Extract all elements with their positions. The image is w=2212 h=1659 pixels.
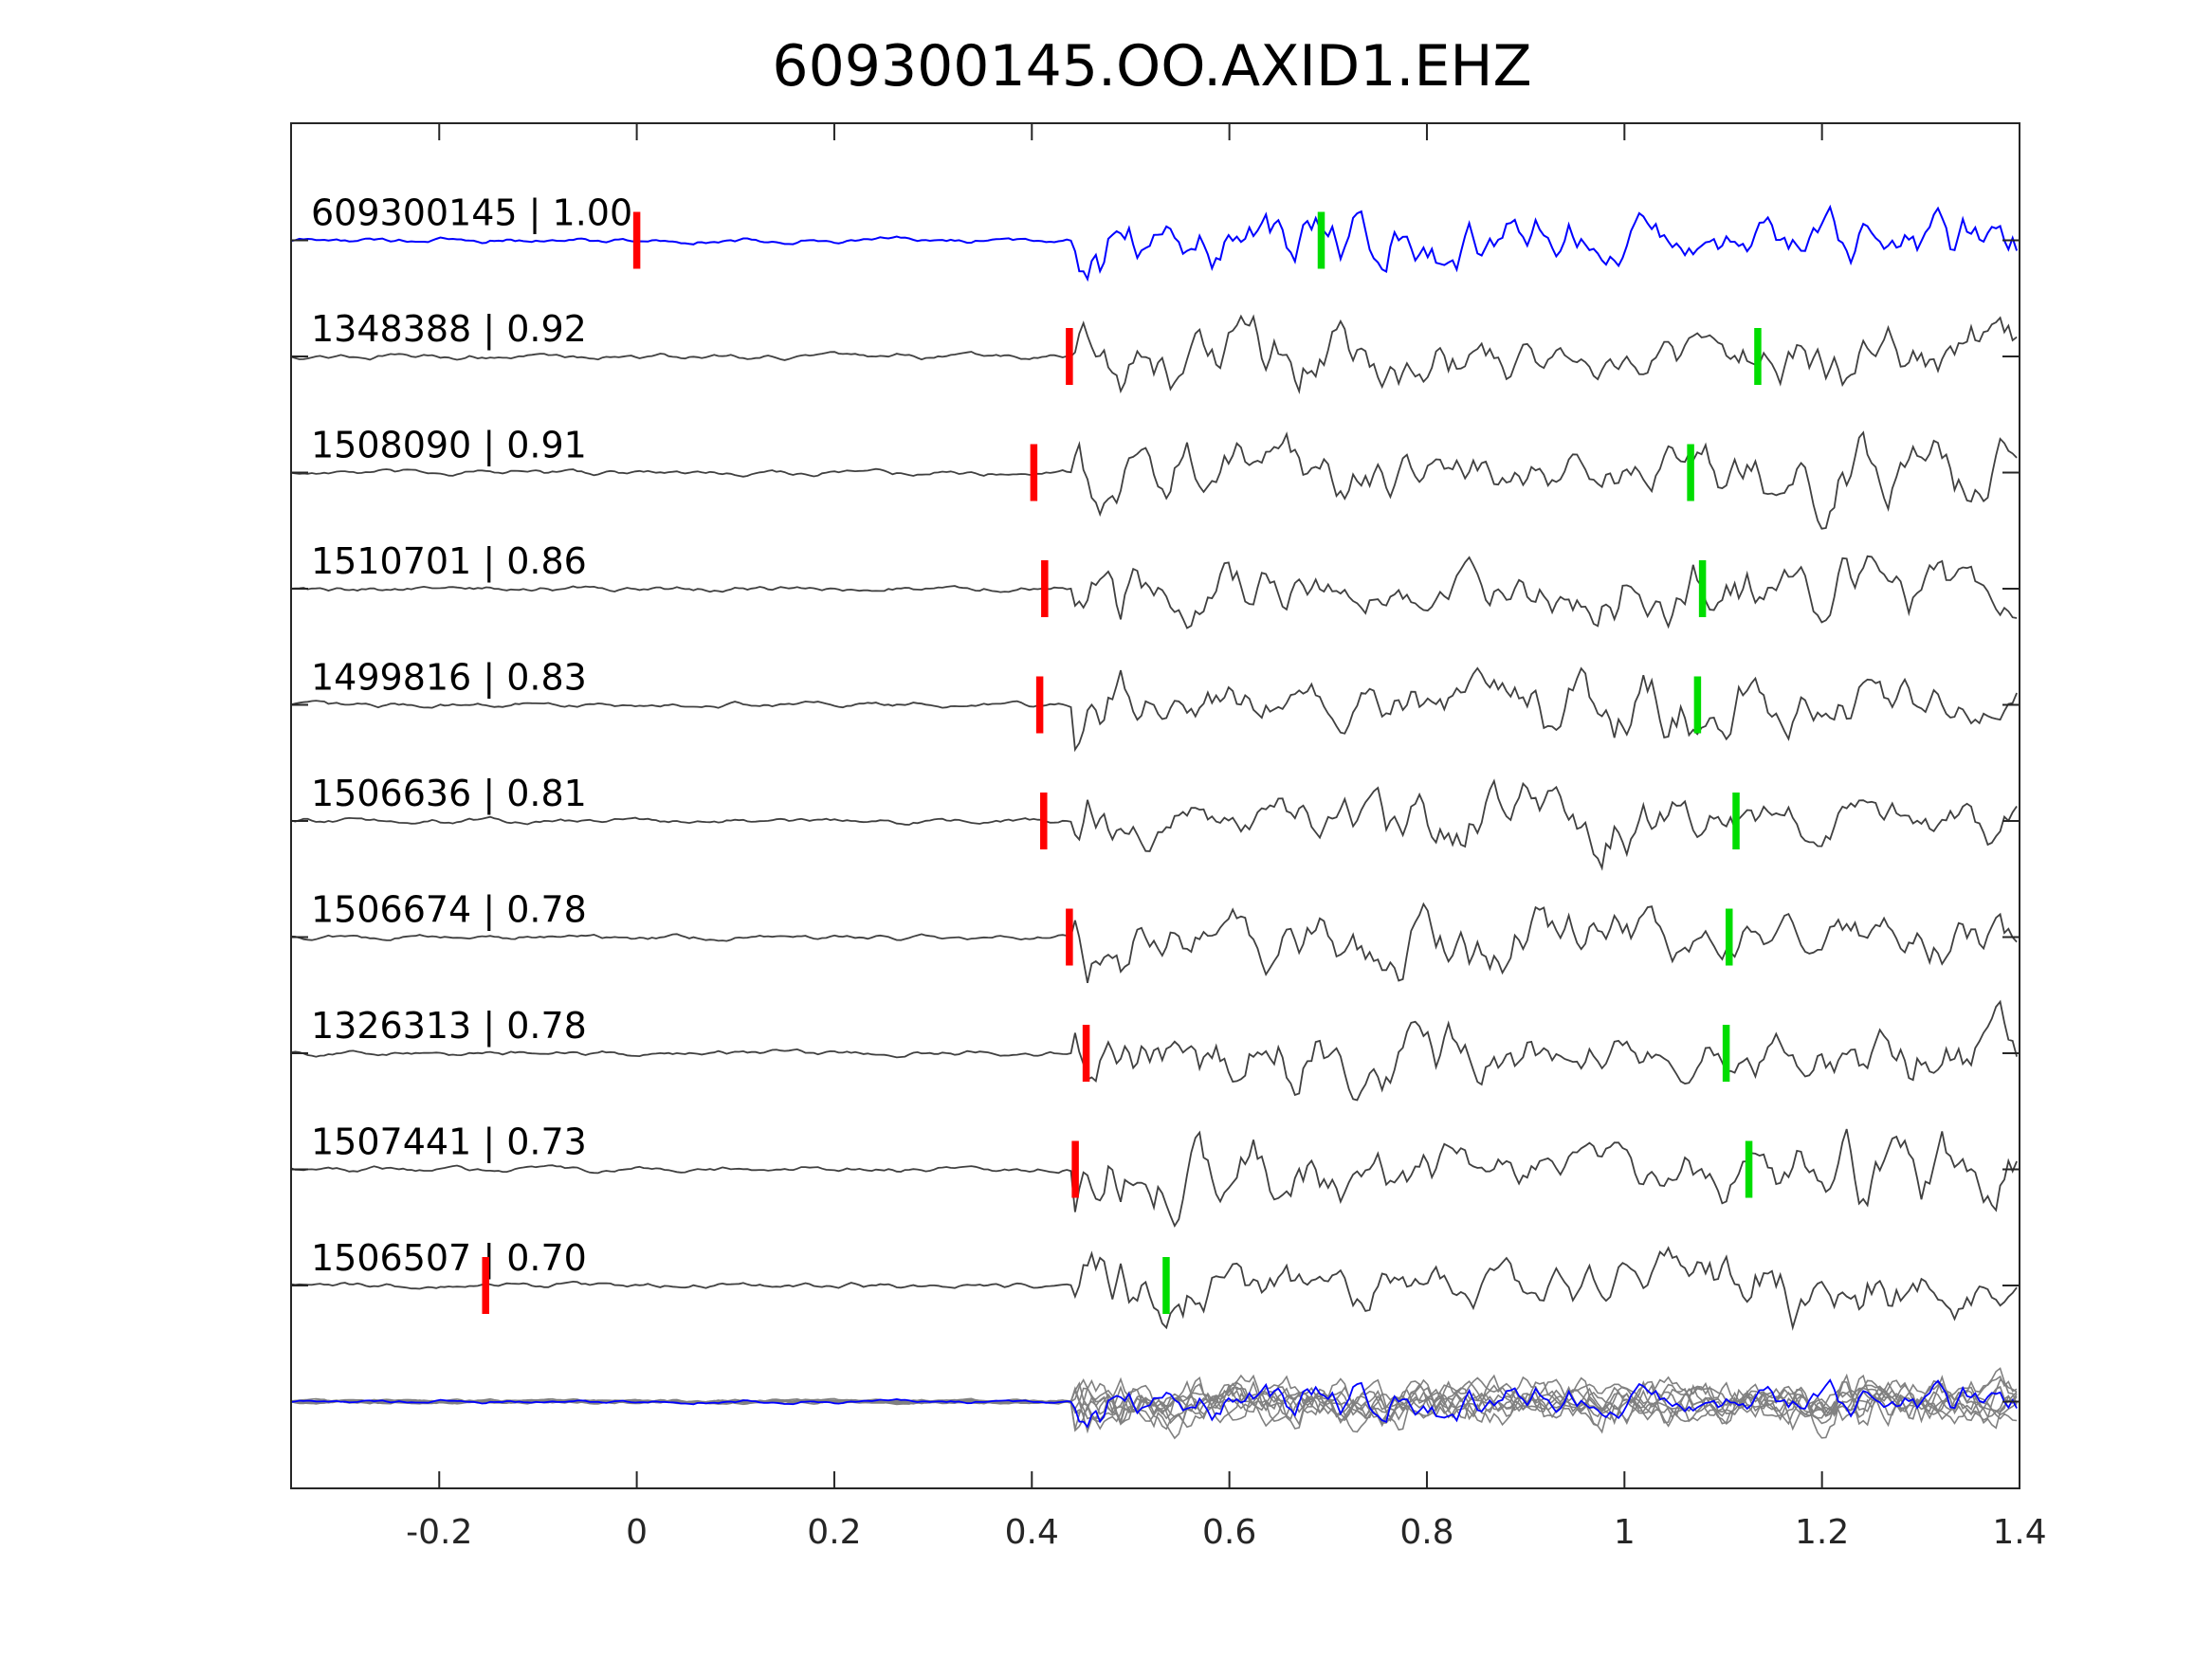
trace-4: 1499816 | 0.83 (290, 657, 2020, 753)
trace-label: 1348388 | 0.92 (311, 308, 587, 351)
x-axis: -0.2 0 0.2 0.4 0.6 0.8 1 1.2 1.4 (406, 123, 2047, 1552)
trace-label: 609300145 | 1.00 (311, 192, 632, 235)
x-tick-label: 0.4 (1005, 1513, 1059, 1552)
stack-template-waveform (290, 1378, 2018, 1429)
x-tick-label: -0.2 (406, 1513, 472, 1552)
trace-2: 1508090 | 0.91 (290, 425, 2020, 530)
trace-6: 1506674 | 0.78 (290, 889, 2020, 983)
waveform-line (290, 1246, 2018, 1331)
waveform-line (290, 666, 2018, 753)
x-tick-label: 1.2 (1795, 1513, 1849, 1552)
waveform-line (290, 1128, 2018, 1229)
x-tick-label: 0.8 (1399, 1513, 1453, 1552)
plot-area: 609300145 | 1.00 1348388 | 0.92 1508090 | … (290, 192, 2020, 1440)
trace-8: 1507441 | 0.73 (290, 1121, 2020, 1229)
trace-7: 1326313 | 0.78 (290, 999, 2020, 1102)
x-tick-label: 0 (626, 1513, 648, 1552)
chart-title: 609300145.OO.AXID1.EHZ (772, 33, 1531, 100)
trace-label: 1507441 | 0.73 (311, 1121, 587, 1164)
trace-label: 1326313 | 0.78 (311, 1005, 587, 1048)
x-tick-label: 1.4 (1992, 1513, 2046, 1552)
trace-label: 1508090 | 0.91 (311, 425, 587, 467)
axes-box (290, 122, 2020, 1489)
trace-1: 1348388 | 0.92 (290, 308, 2020, 395)
trace-label: 1510701 | 0.86 (311, 540, 587, 583)
waveform-line (290, 204, 2019, 283)
trace-3: 1510701 | 0.86 (290, 540, 2020, 629)
trace-0: 609300145 | 1.00 (290, 192, 2020, 283)
waveform-line (290, 314, 2018, 395)
trace-label: 1506674 | 0.78 (311, 889, 587, 932)
x-tick-label: 0.2 (807, 1513, 861, 1552)
stack-waveform (290, 1376, 2018, 1432)
trace-9: 1506507 | 0.70 (290, 1237, 2020, 1331)
trace-label: 1506507 | 0.70 (311, 1237, 587, 1280)
stacked-overlay (290, 1367, 2020, 1440)
trace-label: 1499816 | 0.83 (311, 657, 587, 700)
trace-label: 1506636 | 0.81 (311, 773, 587, 815)
x-tick-label: 1 (1614, 1513, 1636, 1552)
waveform-line (290, 778, 2018, 871)
x-tick-label: 0.6 (1202, 1513, 1256, 1552)
trace-5: 1506636 | 0.81 (290, 773, 2020, 871)
waveform-line (290, 555, 2018, 629)
waveform-line (290, 430, 2018, 530)
